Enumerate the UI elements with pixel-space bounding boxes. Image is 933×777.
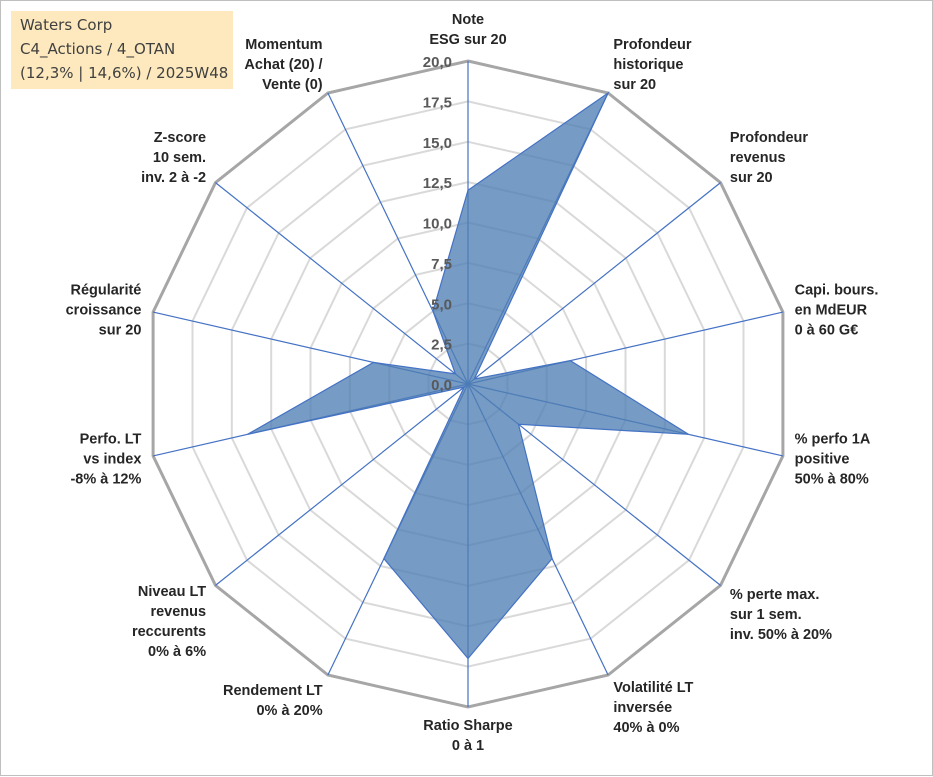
axis-label-line: Profondeur: [613, 37, 691, 53]
tick-label: 10,0: [423, 216, 452, 233]
axis-label-line: Profondeur: [730, 130, 808, 146]
axis-label-line: revenus: [150, 604, 206, 620]
axis-label-line: Achat (20) /: [244, 57, 322, 73]
axis-label-line: 0 à 1: [452, 738, 484, 754]
axis-label-line: Perfo. LT: [80, 432, 142, 448]
axis-label-line: inv. 2 à -2: [141, 170, 206, 186]
axis-label: Volatilité LT inversée 40% à 0%: [613, 680, 693, 736]
tick-label: 12,5: [423, 175, 452, 192]
tick-label: 15,0: [423, 135, 452, 152]
axis-label: Note ESG sur 20: [429, 12, 506, 48]
company-name: Waters Corp: [20, 13, 233, 37]
axis-label-line: Capi. bours.: [795, 283, 879, 299]
axis-label: Régularité croissance sur 20: [66, 283, 142, 339]
tick-label: 20,0: [423, 54, 452, 71]
axis-label-line: Régularité: [70, 283, 141, 299]
axis-label-line: 40% à 0%: [613, 720, 679, 736]
axis-label-line: Note: [452, 12, 484, 28]
axis-label-line: 50% à 80%: [795, 472, 869, 488]
axis-label-line: Z-score: [154, 130, 206, 146]
axis-label-line: reccurents: [132, 624, 206, 640]
axis-label: Capi. bours. en MdEUR 0 à 60 G€: [795, 283, 879, 339]
axis-label-line: 0% à 6%: [148, 644, 206, 660]
axis-label-line: inversée: [613, 700, 672, 716]
axis-label-line: -8% à 12%: [70, 472, 141, 488]
stats-label: (12,3% | 14,6%) / 2025W48: [20, 61, 233, 85]
axis-label-line: Momentum: [245, 37, 322, 53]
axis-label-line: sur 20: [613, 77, 656, 93]
axis-label-line: % perfo 1A: [795, 432, 871, 448]
tick-label: 17,5: [423, 94, 452, 111]
info-box: Waters Corp C4_Actions / 4_OTAN (12,3% |…: [11, 11, 233, 89]
axis-label: Z-score 10 sem. inv. 2 à -2: [141, 130, 206, 186]
axis-label: Profondeur historique sur 20: [613, 37, 691, 93]
axis-label-line: historique: [613, 57, 683, 73]
axis-label: Momentum Achat (20) / Vente (0): [244, 37, 322, 93]
axis-label-line: sur 20: [99, 323, 142, 339]
portfolio-label: C4_Actions / 4_OTAN: [20, 37, 233, 61]
axis-label: Ratio Sharpe 0 à 1: [423, 718, 512, 754]
axis-label-line: 0 à 60 G€: [795, 323, 859, 339]
axis-label-line: 0% à 20%: [256, 703, 322, 719]
axis-label-line: Vente (0): [262, 77, 323, 93]
axis-label-line: inv. 50% à 20%: [730, 627, 832, 643]
axis-label-line: sur 20: [730, 170, 773, 186]
axis-label-line: Ratio Sharpe: [423, 718, 512, 734]
tick-label: 7,5: [431, 256, 452, 273]
axis-label-line: Niveau LT: [138, 584, 206, 600]
axis-label: Niveau LT revenus reccurents 0% à 6%: [132, 584, 206, 660]
axis-label-line: 10 sem.: [153, 150, 206, 166]
axis-label-line: positive: [795, 452, 850, 468]
axis-label-line: Rendement LT: [223, 683, 323, 699]
axis-label-line: % perte max.: [730, 587, 819, 603]
axis-label-line: en MdEUR: [795, 303, 868, 319]
axis-label-line: Volatilité LT: [613, 680, 693, 696]
tick-label: 0,0: [431, 377, 452, 394]
axis-label-line: ESG sur 20: [429, 32, 506, 48]
axis-label-line: revenus: [730, 150, 786, 166]
axis-label-line: croissance: [66, 303, 142, 319]
axis-label: Perfo. LT vs index -8% à 12%: [70, 432, 141, 488]
axis-label: % perte max. sur 1 sem. inv. 50% à 20%: [730, 587, 832, 643]
axis-label-line: sur 1 sem.: [730, 607, 802, 623]
axis-label: Rendement LT 0% à 20%: [223, 683, 323, 719]
axis-label-line: vs index: [83, 452, 141, 468]
axis-label: Profondeur revenus sur 20: [730, 130, 808, 186]
axis-label: % perfo 1A positive 50% à 80%: [795, 432, 871, 488]
tick-label: 2,5: [431, 337, 452, 354]
tick-label: 5,0: [431, 296, 452, 313]
